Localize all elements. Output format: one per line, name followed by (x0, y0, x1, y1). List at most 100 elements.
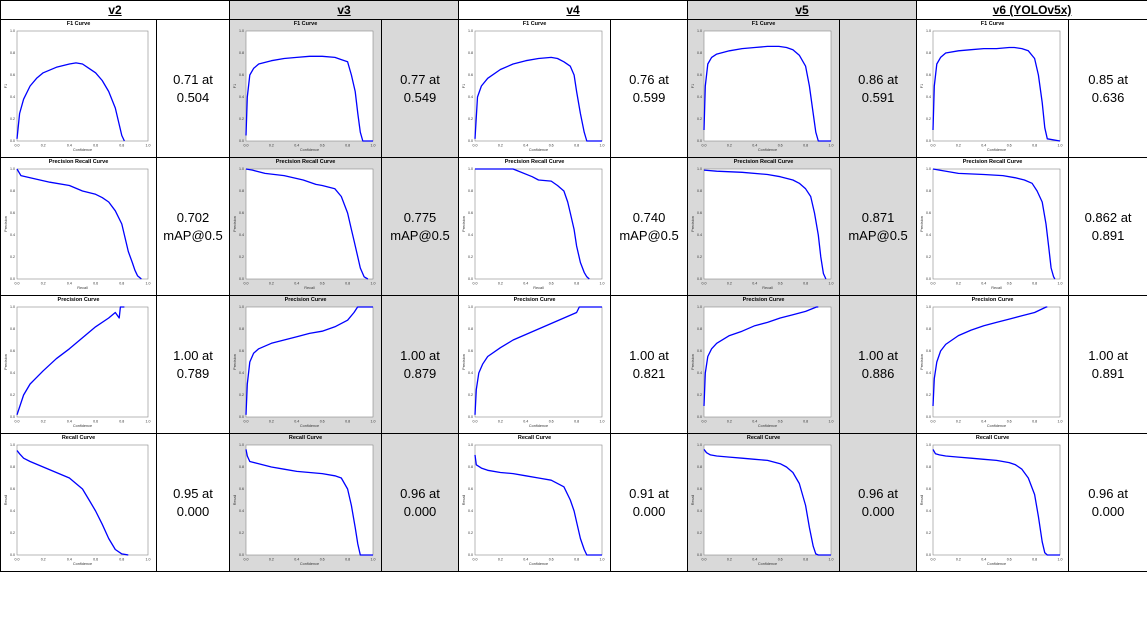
x-tick-label: 0.8 (119, 144, 124, 148)
x-tick-label: 0.0 (244, 420, 249, 424)
column-header-v5: v5 (687, 0, 918, 20)
x-tick-label: 0.6 (778, 144, 783, 148)
metric-value-line: mAP@0.5 (390, 227, 450, 243)
y-axis-label: F1 (920, 84, 924, 88)
metric-value-line: 0.96 at (1088, 485, 1128, 501)
y-tick-label: 0.4 (697, 509, 702, 513)
chart-svg: 0.00.0 0.2 0.2 0.4 0.4 0.6 0.6 0.8 0.8 1.0 1.0 Conf… (462, 443, 605, 566)
y-tick-label: 0.4 (239, 509, 244, 513)
x-tick-label: 0.2 (727, 558, 732, 562)
chart-title: Recall Curve (517, 435, 552, 441)
y-tick-label: 1.0 (10, 305, 15, 309)
x-tick-label: 0.2 (41, 282, 46, 286)
y-axis-label: Precision (920, 216, 924, 232)
y-tick-label: 1.0 (10, 167, 15, 171)
x-tick-label: 0.6 (1007, 282, 1012, 286)
x-tick-label: 0.8 (1032, 420, 1037, 424)
y-tick-label: 0.6 (239, 211, 244, 215)
curve-line (932, 306, 1048, 407)
y-tick-label: 0.0 (239, 553, 244, 557)
chart-title: Precision Recall Curve (962, 159, 1023, 165)
x-tick-label: 0.4 (523, 282, 528, 286)
y-tick-label: 0.6 (468, 73, 473, 77)
x-tick-label: 0.6 (778, 558, 783, 562)
metric-value-line: 1.00 at (400, 347, 440, 363)
metric-value-line: 0.789 (176, 365, 210, 381)
y-tick-label: 0.6 (468, 487, 473, 491)
curve-line (475, 168, 590, 280)
x-tick-label: 0.2 (498, 282, 503, 286)
x-tick-label: 0.4 (67, 558, 72, 562)
chart-svg: 0.00.0 0.2 0.2 0.4 0.4 0.6 0.6 0.8 0.8 1.0 1.0 Conf… (233, 29, 376, 152)
y-tick-label: 1.0 (239, 305, 244, 309)
chart-svg: 0.00.0 0.2 0.2 0.4 0.4 0.6 0.6 0.8 0.8 1.0 1.0 Conf… (233, 443, 376, 566)
metric-value-line: 0.85 at (1088, 71, 1128, 87)
chart-title: F1 Curve (980, 21, 1005, 27)
x-tick-label: 0.0 (244, 144, 249, 148)
value-cell-p-v4: 1.00 at 0.821 (610, 295, 689, 434)
plot-frame (703, 168, 832, 280)
value-cell-p-v3: 1.00 at 0.879 (381, 295, 460, 434)
x-tick-label: 0.0 (931, 420, 936, 424)
chart-svg: 0.00.0 0.2 0.2 0.4 0.4 0.6 0.6 0.8 0.8 1.0 1.0 Conf… (691, 29, 834, 152)
plot-frame (245, 444, 374, 556)
y-tick-label: 0.2 (468, 531, 473, 535)
y-axis-label: Precision (691, 216, 695, 232)
y-tick-label: 0.6 (239, 349, 244, 353)
plot-frame (703, 306, 832, 418)
x-tick-label: 0.4 (67, 420, 72, 424)
y-tick-label: 0.6 (926, 349, 931, 353)
x-tick-label: 0.2 (727, 144, 732, 148)
y-axis-label: F1 (233, 84, 237, 88)
curve-line (16, 450, 129, 556)
x-tick-label: 1.0 (829, 420, 834, 424)
y-axis-label: Precision (920, 354, 924, 370)
curve-line (703, 449, 832, 556)
y-tick-label: 0.8 (468, 465, 473, 469)
metric-value-line: mAP@0.5 (848, 227, 908, 243)
x-tick-label: 1.0 (146, 420, 151, 424)
x-axis-label: Confidence (529, 424, 548, 428)
y-tick-label: 1.0 (926, 29, 931, 33)
x-axis-label: Confidence (758, 424, 777, 428)
x-tick-label: 0.8 (345, 558, 350, 562)
x-tick-label: 0.0 (15, 558, 20, 562)
y-tick-label: 0.8 (468, 51, 473, 55)
y-tick-label: 1.0 (239, 443, 244, 447)
x-tick-label: 0.0 (15, 144, 20, 148)
metric-value-line: 0.86 at (858, 71, 898, 87)
y-tick-label: 0.8 (239, 465, 244, 469)
y-tick-label: 0.2 (239, 117, 244, 121)
y-tick-label: 0.6 (926, 211, 931, 215)
value-cell-r-v3: 0.96 at 0.000 (381, 433, 460, 572)
metric-value-line: mAP@0.5 (163, 227, 223, 243)
plot-frame (245, 306, 374, 418)
y-tick-label: 0.8 (926, 327, 931, 331)
y-axis-label: Precision (462, 216, 466, 232)
y-tick-label: 0.2 (926, 393, 931, 397)
y-tick-label: 0.4 (239, 371, 244, 375)
x-tick-label: 0.4 (752, 282, 757, 286)
x-tick-label: 0.6 (1007, 144, 1012, 148)
y-tick-label: 0.0 (697, 277, 702, 281)
chart-svg: 0.00.0 0.2 0.2 0.4 0.4 0.6 0.6 0.8 0.8 1.0 1.0 Conf… (4, 29, 151, 152)
x-tick-label: 0.4 (981, 144, 986, 148)
plot-cell-f1-v3: F1 Curve 0.0 0.0 0.2 0.2 0.4 0.4 0.6 0.6 0.8 0.8 1.… (229, 19, 383, 158)
metric-value-line: 0.000 (861, 503, 895, 519)
curve-line (703, 45, 832, 142)
y-tick-label: 0.8 (926, 189, 931, 193)
y-tick-label: 0.6 (10, 487, 15, 491)
plot-cell-f1-v5: F1 Curve 0.0 0.0 0.2 0.2 0.4 0.4 0.6 0.6 0.8 0.8 1.… (687, 19, 841, 158)
metric-value-line: 0.702 (176, 209, 210, 225)
x-tick-label: 0.8 (574, 558, 579, 562)
x-axis-label: Recall (533, 286, 544, 290)
y-axis-label: Recall (691, 495, 695, 506)
plot-frame (16, 444, 149, 556)
x-tick-label: 0.6 (93, 282, 98, 286)
metric-value-line: 0.000 (403, 503, 437, 519)
y-tick-label: 0.4 (926, 233, 931, 237)
y-tick-label: 0.2 (10, 117, 15, 121)
x-tick-label: 0.8 (119, 420, 124, 424)
chart-svg: 0.00.0 0.2 0.2 0.4 0.4 0.6 0.6 0.8 0.8 1.0 1.0 Conf… (4, 305, 151, 428)
metric-value-line: 0.886 (861, 365, 895, 381)
